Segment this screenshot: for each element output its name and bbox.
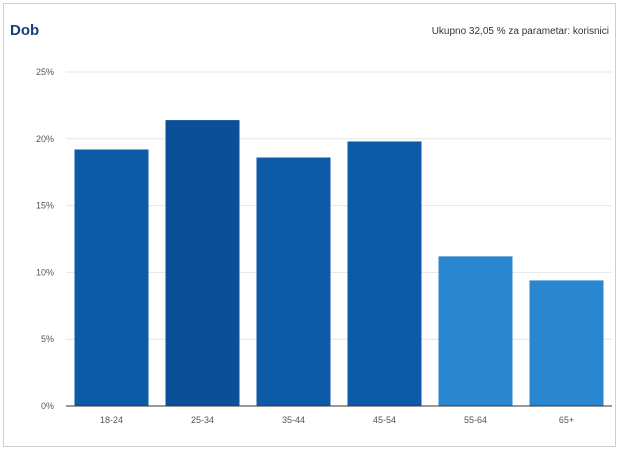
- y-tick-label: 15%: [36, 201, 54, 211]
- bar-45-54[interactable]: [347, 141, 422, 407]
- bar-65+[interactable]: [529, 280, 604, 406]
- x-tick-label: 25-34: [191, 415, 214, 425]
- x-tick-label: 35-44: [282, 415, 305, 425]
- bar-18-24[interactable]: [74, 149, 149, 406]
- x-tick-label: 65+: [559, 415, 574, 425]
- y-tick-label: 10%: [36, 267, 54, 277]
- y-tick-label: 25%: [36, 67, 54, 77]
- y-tick-label: 20%: [36, 134, 54, 144]
- bar-25-34[interactable]: [165, 120, 240, 406]
- x-tick-label: 55-64: [464, 415, 487, 425]
- chart-subtitle: Ukupno 32,05 % za parametar: korisnici: [431, 26, 609, 37]
- axes: 0% 5% 10% 15% 20% 25% 18-24 25-34 35-44 45-54 55-6…: [36, 67, 612, 425]
- bar-55-64[interactable]: [438, 256, 513, 406]
- bars: [74, 120, 604, 407]
- x-tick-label: 18-24: [100, 415, 123, 425]
- x-tick-label: 45-54: [373, 415, 396, 425]
- y-tick-label: 0%: [41, 401, 54, 411]
- y-tick-label: 5%: [41, 334, 54, 344]
- chart-title: Dob: [10, 22, 40, 39]
- gridlines: [66, 71, 612, 340]
- bar-35-44[interactable]: [256, 157, 331, 406]
